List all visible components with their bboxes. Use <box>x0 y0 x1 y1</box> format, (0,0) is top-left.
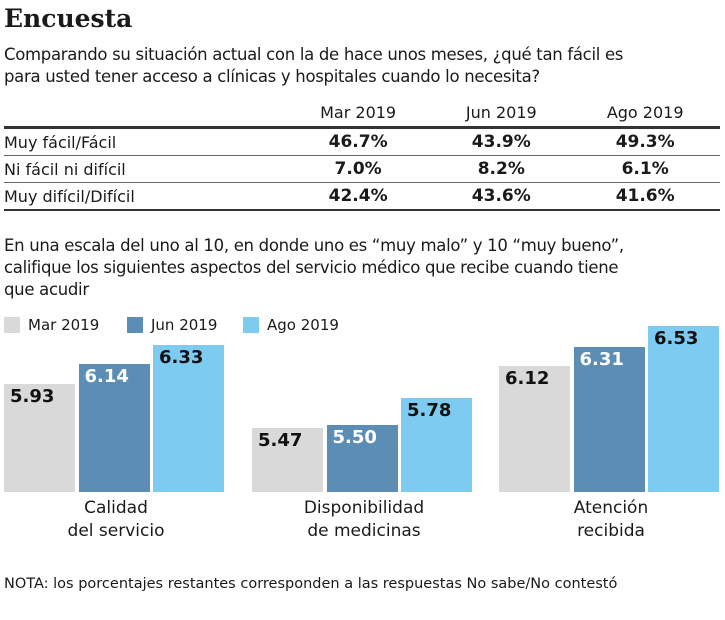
survey-table: Mar 2019 Jun 2019 Ago 2019 Muy fácil/Fác… <box>4 101 720 211</box>
table-header-row: Mar 2019 Jun 2019 Ago 2019 <box>4 101 720 129</box>
cell: 41.6% <box>570 182 720 211</box>
category-label: Atención recibida <box>496 497 725 543</box>
bar <box>78 363 150 492</box>
question-1-line: para usted tener acceso a clínicas y hos… <box>4 67 540 86</box>
row-label: Muy fácil/Fácil <box>4 127 284 156</box>
bar-value-label: 6.53 <box>654 328 699 350</box>
table-header: Mar 2019 <box>284 101 433 129</box>
legend-label: Mar 2019 <box>28 316 100 334</box>
legend-label: Ago 2019 <box>267 316 339 334</box>
category-label-line: Disponibilidad <box>303 498 425 518</box>
question-2-line: En una escala del uno al 10, en donde un… <box>4 236 624 255</box>
bar-value-label: 6.31 <box>579 349 624 371</box>
question-2-line: que acudir <box>4 280 89 299</box>
cell: 7.0% <box>284 155 433 183</box>
page-title: Encuesta <box>4 4 133 33</box>
bar <box>4 383 75 492</box>
cell: 43.6% <box>432 182 571 211</box>
legend-swatch <box>127 317 143 333</box>
table-header <box>4 101 284 129</box>
bar-value-label: 6.14 <box>84 365 129 387</box>
category-label-line: de medicinas <box>307 521 421 541</box>
bar-value-label: 6.12 <box>505 367 550 389</box>
legend-item: Mar 2019 <box>4 316 99 334</box>
legend-swatch <box>4 317 20 333</box>
legend-label: Jun 2019 <box>151 316 218 334</box>
cell: 43.9% <box>432 127 571 156</box>
bar <box>252 427 323 492</box>
question-2-line: califique los siguientes aspectos del se… <box>4 258 619 277</box>
category-label-line: del servicio <box>67 521 165 541</box>
legend-swatch <box>243 317 259 333</box>
category-label-line: Atención <box>573 498 649 518</box>
bar <box>573 347 645 492</box>
bar-value-label: 5.78 <box>407 400 452 422</box>
bar <box>326 424 398 492</box>
category-label: Calidad del servicio <box>1 497 231 543</box>
cell: 8.2% <box>432 155 571 183</box>
bar-value-label: 6.33 <box>159 347 204 369</box>
legend-item: Jun 2019 <box>127 316 217 334</box>
table-header: Ago 2019 <box>570 101 720 129</box>
cell: 49.3% <box>570 127 720 156</box>
category-label-line: recibida <box>577 521 645 541</box>
bar <box>648 326 719 492</box>
question-1: Comparando su situación actual con la de… <box>4 44 623 88</box>
bar-value-label: 5.93 <box>10 385 55 407</box>
table-row: Ni fácil ni difícil 7.0% 8.2% 6.1% <box>4 155 720 183</box>
row-label: Muy difícil/Difícil <box>4 182 284 211</box>
cell: 46.7% <box>284 127 433 156</box>
question-1-line: Comparando su situación actual con la de… <box>4 45 624 64</box>
table-row: Muy difícil/Difícil 42.4% 43.6% 41.6% <box>4 182 720 211</box>
bar <box>401 398 472 492</box>
bar-value-label: 5.47 <box>258 429 303 451</box>
category-label-line: Calidad <box>84 498 148 518</box>
table-header: Jun 2019 <box>432 101 571 129</box>
table-row: Muy fácil/Fácil 46.7% 43.9% 49.3% <box>4 127 720 156</box>
category-label: Disponibilidad de medicinas <box>249 497 479 543</box>
cell: 6.1% <box>570 155 720 183</box>
bar-value-label: 5.50 <box>332 426 377 448</box>
bar <box>499 365 570 492</box>
cell: 42.4% <box>284 182 433 211</box>
footnote: NOTA: los porcentajes restantes correspo… <box>4 576 618 592</box>
bar <box>153 345 224 492</box>
question-2: En una escala del uno al 10, en donde un… <box>4 235 624 301</box>
row-label: Ni fácil ni difícil <box>4 155 284 183</box>
legend-item: Ago 2019 <box>243 316 339 334</box>
